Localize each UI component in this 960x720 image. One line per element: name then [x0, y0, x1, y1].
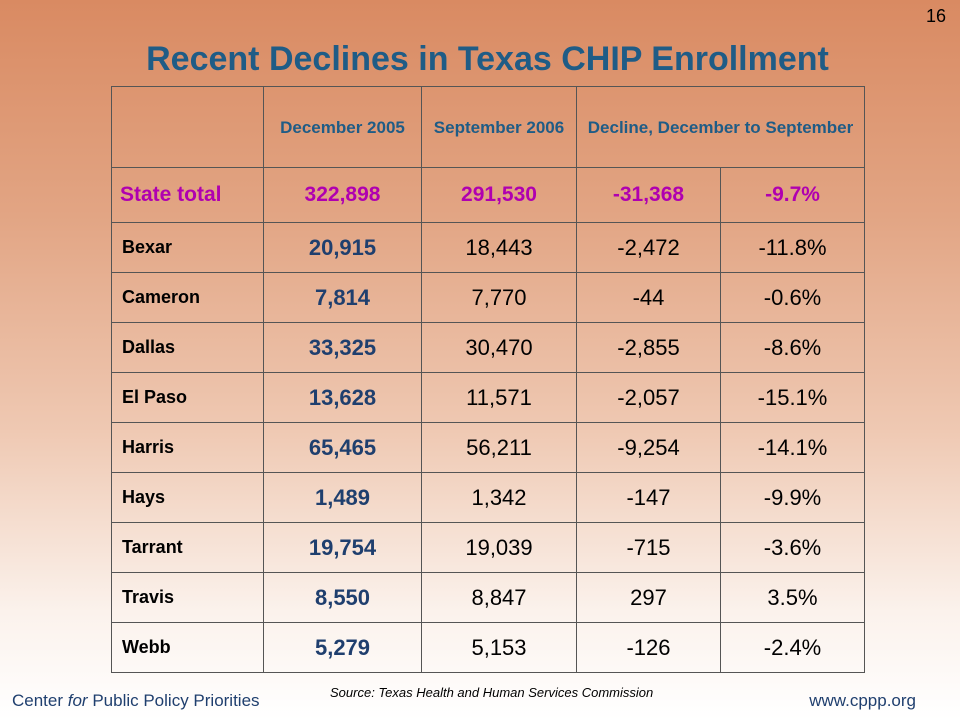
cell-dec: 1,489 [263, 472, 422, 523]
cell-decline: -126 [576, 622, 721, 673]
state-total-row: State total 322,898 291,530 -31,368 -9.7… [111, 167, 866, 223]
table-row: Cameron 7,814 7,770 -44 -0.6% [111, 272, 866, 323]
table-row: Webb 5,279 5,153 -126 -2.4% [111, 622, 866, 673]
cell-dec: 7,814 [263, 272, 422, 323]
table-row: Tarrant 19,754 19,039 -715 -3.6% [111, 522, 866, 573]
org-prefix: Center [12, 691, 68, 710]
cell-decline: -2,057 [576, 372, 721, 423]
cell-decline: -31,368 [576, 167, 721, 223]
cell-pct: -11.8% [719, 222, 866, 273]
row-name: State total [111, 167, 264, 223]
row-name: Dallas [111, 322, 264, 373]
cell-decline: -2,472 [576, 222, 721, 273]
cell-sep: 18,443 [421, 222, 577, 273]
cell-sep: 56,211 [421, 422, 577, 473]
cell-sep: 291,530 [421, 167, 577, 223]
cell-sep: 1,342 [421, 472, 577, 523]
cell-sep: 19,039 [421, 522, 577, 573]
enrollment-table: December 2005 September 2006 Decline, De… [111, 86, 866, 673]
table-row: Harris 65,465 56,211 -9,254 -14.1% [111, 422, 866, 473]
cell-pct: -2.4% [719, 622, 866, 673]
cell-pct: -9.7% [719, 167, 866, 223]
cell-decline: -9,254 [576, 422, 721, 473]
header-decline: Decline, December to September [575, 86, 866, 168]
header-september-2006: September 2006 [421, 86, 577, 168]
header-county [111, 86, 264, 168]
cell-pct: 3.5% [719, 572, 866, 623]
row-name: El Paso [111, 372, 264, 423]
row-name: Tarrant [111, 522, 264, 573]
cell-dec: 65,465 [263, 422, 422, 473]
cell-pct: -8.6% [719, 322, 866, 373]
cell-sep: 7,770 [421, 272, 577, 323]
source-note: Source: Texas Health and Human Services … [330, 685, 654, 700]
table-row: Travis 8,550 8,847 297 3.5% [111, 572, 866, 623]
cell-dec: 8,550 [263, 572, 422, 623]
cell-dec: 20,915 [263, 222, 422, 273]
cell-pct: -0.6% [719, 272, 866, 323]
cell-dec: 322,898 [263, 167, 422, 223]
row-name: Cameron [111, 272, 264, 323]
cell-dec: 33,325 [263, 322, 422, 373]
footer-organization: Center for Public Policy Priorities [12, 691, 260, 711]
org-suffix: Public Policy Priorities [87, 691, 260, 710]
row-name: Bexar [111, 222, 264, 273]
cell-sep: 30,470 [421, 322, 577, 373]
row-name: Hays [111, 472, 264, 523]
cell-sep: 5,153 [421, 622, 577, 673]
cell-decline: -147 [576, 472, 721, 523]
cell-decline: -715 [576, 522, 721, 573]
cell-pct: -3.6% [719, 522, 866, 573]
header-december-2005: December 2005 [263, 86, 422, 168]
table-row: El Paso 13,628 11,571 -2,057 -15.1% [111, 372, 866, 423]
cell-decline: 297 [576, 572, 721, 623]
cell-sep: 8,847 [421, 572, 577, 623]
cell-pct: -9.9% [719, 472, 866, 523]
table-header-row: December 2005 September 2006 Decline, De… [111, 86, 866, 168]
cell-sep: 11,571 [421, 372, 577, 423]
row-name: Harris [111, 422, 264, 473]
row-name: Webb [111, 622, 264, 673]
cell-dec: 19,754 [263, 522, 422, 573]
cell-decline: -44 [576, 272, 721, 323]
slide-title: Recent Declines in Texas CHIP Enrollment [146, 40, 829, 78]
cell-dec: 5,279 [263, 622, 422, 673]
slide-number: 16 [925, 6, 946, 26]
cell-pct: -15.1% [719, 372, 866, 423]
table-row: Dallas 33,325 30,470 -2,855 -8.6% [111, 322, 866, 373]
table-row: Bexar 20,915 18,443 -2,472 -11.8% [111, 222, 866, 273]
org-italic: for [67, 691, 88, 710]
cell-decline: -2,855 [576, 322, 721, 373]
cell-dec: 13,628 [263, 372, 422, 423]
table-row: Hays 1,489 1,342 -147 -9.9% [111, 472, 866, 523]
row-name: Travis [111, 572, 264, 623]
cell-pct: -14.1% [719, 422, 866, 473]
footer-url: www.cppp.org [809, 691, 916, 710]
